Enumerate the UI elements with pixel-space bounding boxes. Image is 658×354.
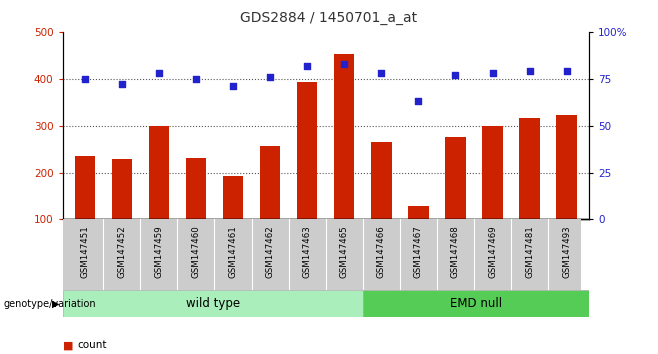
Point — [376, 70, 387, 76]
Text: EMD null: EMD null — [450, 297, 502, 310]
Bar — [63, 290, 363, 317]
Text: GSM147459: GSM147459 — [155, 225, 163, 278]
Text: GSM147469: GSM147469 — [488, 225, 497, 278]
Text: GSM147452: GSM147452 — [117, 225, 126, 278]
Text: GSM147463: GSM147463 — [303, 225, 312, 278]
Text: GDS2884 / 1450701_a_at: GDS2884 / 1450701_a_at — [240, 11, 418, 25]
Text: GSM147462: GSM147462 — [266, 225, 274, 278]
Bar — [557, 115, 577, 219]
Bar — [223, 176, 243, 219]
Text: count: count — [77, 340, 107, 350]
Text: wild type: wild type — [186, 297, 240, 310]
Bar — [519, 118, 540, 219]
Text: GSM147465: GSM147465 — [340, 225, 349, 278]
Point — [191, 76, 201, 81]
Bar — [482, 126, 503, 219]
Bar — [334, 54, 355, 219]
Point — [339, 61, 349, 67]
Point — [302, 63, 313, 68]
Bar — [74, 156, 95, 219]
Text: GSM147467: GSM147467 — [414, 225, 423, 278]
Point — [80, 76, 90, 81]
Text: GSM147460: GSM147460 — [191, 225, 201, 278]
Text: GSM147466: GSM147466 — [377, 225, 386, 278]
Bar — [297, 82, 317, 219]
Bar — [371, 142, 392, 219]
Bar — [112, 159, 132, 219]
Bar — [363, 290, 589, 317]
Point — [450, 72, 461, 78]
Bar — [186, 158, 206, 219]
Bar — [408, 206, 428, 219]
Text: GSM147493: GSM147493 — [562, 225, 571, 278]
Bar — [260, 146, 280, 219]
Bar — [445, 137, 466, 219]
Text: GSM147461: GSM147461 — [228, 225, 238, 278]
Point — [524, 68, 535, 74]
Text: GSM147451: GSM147451 — [80, 225, 89, 278]
Text: genotype/variation: genotype/variation — [3, 298, 96, 309]
Text: GSM147468: GSM147468 — [451, 225, 460, 278]
Point — [488, 70, 498, 76]
Text: ■: ■ — [63, 340, 76, 350]
Bar — [149, 126, 169, 219]
Text: ▶: ▶ — [52, 298, 59, 309]
Point — [561, 68, 572, 74]
Point — [413, 98, 424, 104]
Text: GSM147481: GSM147481 — [525, 225, 534, 278]
Point — [153, 70, 164, 76]
Point — [228, 84, 238, 89]
Point — [265, 74, 275, 80]
Point — [116, 81, 127, 87]
